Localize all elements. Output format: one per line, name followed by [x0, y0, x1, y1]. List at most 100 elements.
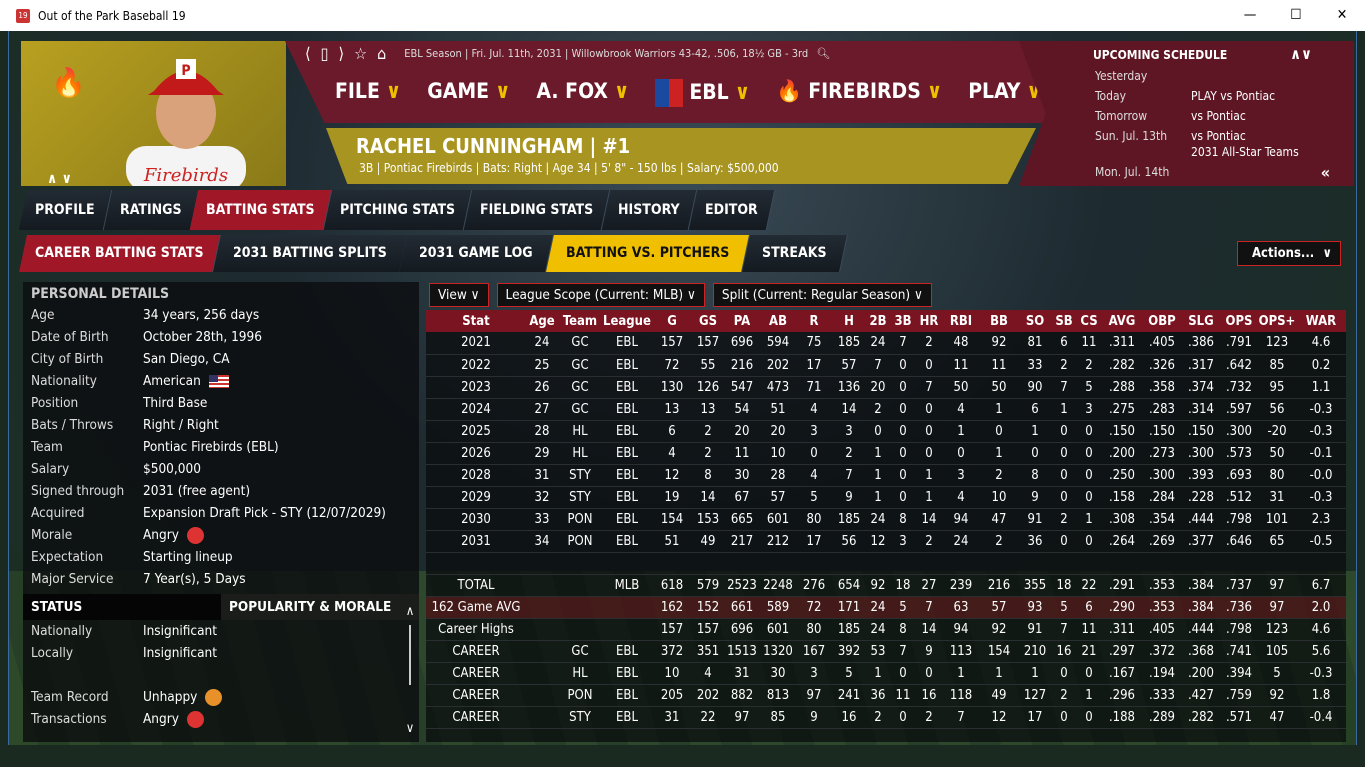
cell-ops-plus: 97 — [1258, 574, 1296, 597]
cell-league: EBL — [602, 662, 652, 685]
cell-gs: 22 — [692, 706, 724, 729]
table-row[interactable]: 2029 32 STY EBL 19 14 67 57 5 9 1 0 1 4 10 9 0 0.158.284.… — [426, 486, 1346, 509]
actions-dropdown[interactable]: Actions... ∨ — [1237, 241, 1341, 266]
table-row[interactable]: 162 Game AVG 162 152 661 589 72 171 24 5 7 63 57 93 5… — [426, 596, 1346, 619]
column-header[interactable]: CS — [1076, 310, 1102, 332]
column-header[interactable]: AB — [760, 310, 796, 332]
view-dropdown[interactable]: View ∨ — [429, 283, 489, 307]
minimize-button[interactable]: — — [1243, 7, 1257, 23]
maximize-button[interactable]: ☐ — [1290, 7, 1302, 23]
schedule-row[interactable]: Yesterday — [1095, 69, 1148, 83]
split-dropdown[interactable]: Split (Current: Regular Season) ∨ — [712, 283, 932, 307]
table-row[interactable]: CAREER GC EBL 372 351 1513 1320 167 392 53 7 9 113 15… — [426, 640, 1346, 663]
cell-league: EBL — [602, 442, 652, 465]
subtab-streaks[interactable]: STREAKS — [742, 235, 848, 272]
table-row[interactable]: TOTAL MLB 618 579 2523 2248 276 654 92 18 27 239 216… — [426, 574, 1346, 597]
search-icon[interactable]: 🔍︎ — [816, 46, 831, 60]
table-row[interactable]: Career Highs 157 157 696 601 80 185 24 8 14 94 92 91… — [426, 618, 1346, 641]
schedule-scroll-arrows[interactable]: ∧∨ — [1290, 45, 1312, 63]
column-header[interactable]: 2B — [866, 310, 890, 332]
column-header[interactable]: H — [832, 310, 866, 332]
menu-manager[interactable]: A. FOX ∨ — [536, 79, 630, 103]
column-header[interactable]: G — [652, 310, 692, 332]
menu-play[interactable]: PLAY ∨ — [968, 79, 1042, 103]
tab-batting-stats[interactable]: BATTING STATS — [189, 190, 333, 230]
table-row[interactable]: 2026 29 HL EBL 4 2 11 10 0 2 1 0 0 0 1 0 0 0.200.273.300.… — [426, 442, 1346, 465]
cell-gs: 2 — [692, 442, 724, 465]
table-row[interactable]: CAREER STY EBL 31 22 97 85 9 16 2 0 2 7 12 17 0 0.188.28… — [426, 706, 1346, 729]
column-header[interactable]: Stat — [426, 310, 526, 332]
subtab-batting-vs-pitchers[interactable]: BATTING VS. PITCHERS — [546, 235, 751, 272]
cell-so: 91 — [1018, 508, 1052, 531]
nav-icons-back-forward-star-home[interactable]: ⟨▯⟩☆⌂ — [305, 43, 397, 63]
schedule-row[interactable]: Sun. Jul. 13th vs Pontiac — [1095, 129, 1246, 143]
tab-history[interactable]: HISTORY — [601, 190, 698, 230]
cell-2b: 1 — [866, 442, 890, 465]
table-row[interactable]: 2022 25 GC EBL 72 55 216 202 17 57 7 0 0 11 11 33 2 2.282… — [426, 354, 1346, 377]
player-prev-next-arrows[interactable]: ∧ ∨ — [47, 171, 72, 187]
cell-war: 0.2 — [1296, 354, 1346, 377]
schedule-row[interactable]: Today PLAY vs Pontiac — [1095, 89, 1276, 103]
column-header[interactable]: OPS — [1220, 310, 1258, 332]
tab-status[interactable]: STATUS — [23, 594, 221, 620]
tab-fielding-stats[interactable]: FIELDING STATS — [463, 190, 611, 230]
cell-2b: 24 — [866, 618, 890, 641]
cell-avg: .296 — [1102, 684, 1142, 707]
menu-file[interactable]: FILE ∨ — [335, 79, 402, 103]
table-row[interactable] — [426, 552, 1346, 575]
column-header[interactable]: 3B — [890, 310, 916, 332]
tab-pitching-stats[interactable]: PITCHING STATS — [323, 190, 473, 230]
menu-game[interactable]: GAME ∨ — [427, 79, 511, 103]
column-header[interactable]: SLG — [1182, 310, 1220, 332]
league-scope-dropdown[interactable]: League Scope (Current: MLB) ∨ — [496, 283, 705, 307]
table-row[interactable]: CAREER HL EBL 10 4 31 30 3 5 1 0 0 1 1 1 0 0.167.194.200… — [426, 662, 1346, 685]
cell-stat: 2031 — [426, 530, 526, 553]
cell-rbi: 7 — [942, 706, 980, 729]
schedule-row[interactable]: Mon. Jul. 14th — [1095, 165, 1170, 179]
app-icon: 19 — [16, 8, 30, 23]
scrollbar[interactable]: ∧ ∨ — [405, 604, 415, 736]
column-header[interactable]: SO — [1018, 310, 1052, 332]
tab-popularity-morale[interactable]: POPULARITY & MORALE — [229, 599, 392, 615]
column-header[interactable]: SB — [1052, 310, 1076, 332]
table-row[interactable]: 2021 24 GC EBL 157 157 696 594 75 185 24 7 2 48 92 81 6 1… — [426, 332, 1346, 355]
cell-avg: .288 — [1102, 376, 1142, 399]
column-header[interactable]: RBI — [942, 310, 980, 332]
column-header[interactable]: HR — [916, 310, 942, 332]
close-button[interactable]: ✕ — [1336, 7, 1348, 23]
column-header[interactable]: WAR — [1296, 310, 1346, 332]
cell-so: 81 — [1018, 332, 1052, 355]
table-row[interactable]: 2025 28 HL EBL 6 2 20 20 3 3 0 0 0 1 0 1 0 0.150.150.150.… — [426, 420, 1346, 443]
column-header[interactable]: League — [602, 310, 652, 332]
column-header[interactable]: Team — [558, 310, 602, 332]
column-header[interactable]: OBP — [1142, 310, 1182, 332]
cell-ab: 2248 — [760, 574, 796, 597]
column-header[interactable]: GS — [692, 310, 724, 332]
cell-team: PON — [558, 508, 602, 531]
subtab-game-log[interactable]: 2031 GAME LOG — [399, 235, 554, 272]
schedule-row[interactable]: Tomorrow vs Pontiac — [1095, 109, 1246, 123]
column-header[interactable]: R — [796, 310, 832, 332]
menu-league[interactable]: EBL ∨ — [655, 79, 750, 107]
app-area: 🔥 Firebirds P ∧ ∨ ⟨▯⟩☆⌂ EBL Season | Fri… — [8, 31, 1357, 745]
table-row[interactable]: 2030 33 PON EBL 154 153 665 601 80 185 24 8 14 94 47 91… — [426, 508, 1346, 531]
subtab-career-batting-stats[interactable]: CAREER BATTING STATS — [19, 235, 221, 272]
collapse-schedule-icon[interactable]: « — [1320, 163, 1330, 182]
tab-ratings[interactable]: RATINGS — [103, 190, 199, 230]
menu-team[interactable]: 🔥 FIREBIRDS ∨ — [776, 79, 943, 103]
cell-team: GC — [558, 640, 602, 663]
column-header[interactable]: PA — [724, 310, 760, 332]
column-header[interactable]: OPS+ — [1258, 310, 1296, 332]
table-row[interactable]: CAREER PON EBL 205 202 882 813 97 241 36 11 16 118 49… — [426, 684, 1346, 707]
table-row[interactable]: 2031 34 PON EBL 51 49 217 212 17 56 12 3 2 24 2 36 0 0.26… — [426, 530, 1346, 553]
column-header[interactable]: AVG — [1102, 310, 1142, 332]
column-header[interactable]: Age — [526, 310, 558, 332]
table-row[interactable]: 2028 31 STY EBL 12 8 30 28 4 7 1 0 1 3 2 8 0 0.250.300.39… — [426, 464, 1346, 487]
column-header[interactable]: BB — [980, 310, 1018, 332]
cell-war: -0.3 — [1296, 662, 1346, 685]
table-row[interactable]: 2023 26 GC EBL 130 126 547 473 71 136 20 0 7 50 50 90 7 5… — [426, 376, 1346, 399]
tab-profile[interactable]: PROFILE — [18, 190, 112, 230]
tab-editor[interactable]: EDITOR — [688, 190, 775, 230]
subtab-batting-splits[interactable]: 2031 BATTING SPLITS — [212, 235, 408, 272]
table-row[interactable]: 2024 27 GC EBL 13 13 54 51 4 14 2 0 0 4 1 6 1 3.275.283.3… — [426, 398, 1346, 421]
